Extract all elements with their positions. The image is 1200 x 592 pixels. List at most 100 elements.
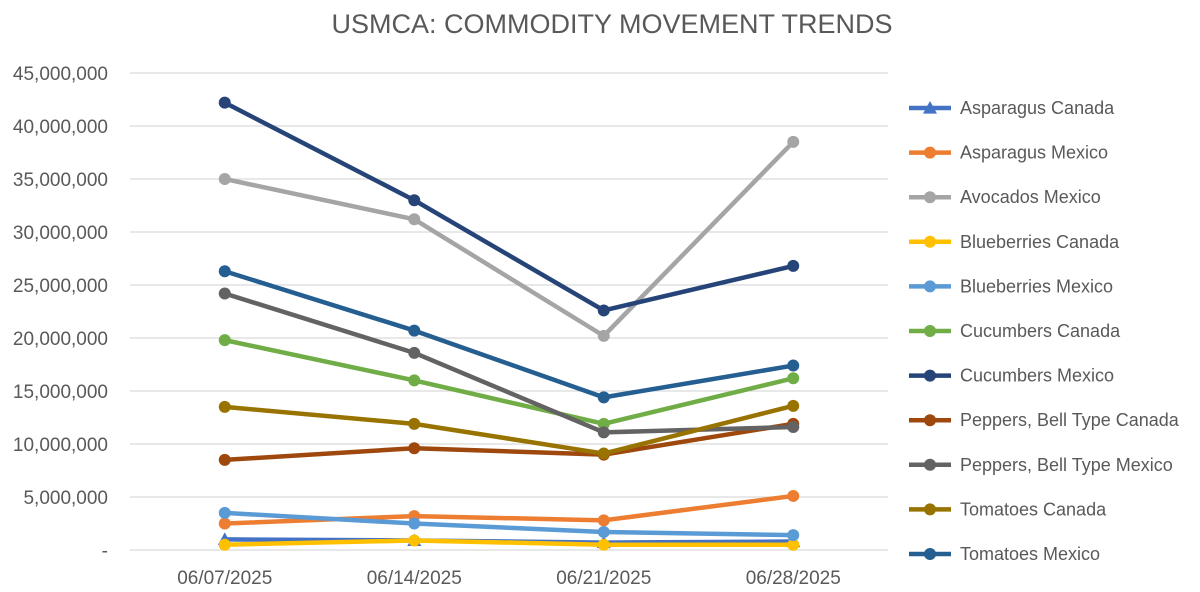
legend-item: Cucumbers Canada: [909, 321, 1121, 341]
data-point: [218, 517, 231, 530]
data-point: [408, 442, 421, 455]
legend-item: Peppers, Bell Type Mexico: [909, 455, 1173, 475]
data-point: [408, 417, 421, 430]
y-tick-label: 45,000,000: [13, 64, 108, 85]
legend-key-marker: [924, 369, 936, 382]
legend-key-marker: [924, 146, 936, 159]
series-line: [222, 510, 796, 538]
data-point: [408, 517, 421, 530]
series-2: [218, 489, 800, 530]
legend-label: Tomatoes Mexico: [960, 544, 1100, 564]
data-point: [597, 329, 610, 342]
y-tick-label: 20,000,000: [13, 329, 108, 350]
series-3: [218, 135, 800, 342]
x-tick-label: 06/28/2025: [746, 568, 841, 587]
data-point: [597, 525, 610, 538]
data-point: [597, 538, 610, 551]
data-point: [787, 489, 800, 502]
legend-item: Cucumbers Mexico: [909, 366, 1114, 386]
series-line: [222, 538, 796, 547]
legend-key-marker: [924, 235, 936, 248]
x-axis: 06/07/2025 06/14/2025 06/21/2025 06/28/2025: [177, 568, 841, 589]
y-tick-label: -: [102, 541, 108, 562]
legend-item: Blueberries Canada: [909, 232, 1120, 252]
series-5: [218, 506, 800, 542]
data-point: [787, 529, 800, 542]
legend-label: Peppers, Bell Type Canada: [960, 410, 1180, 430]
legend-key-marker: [924, 548, 936, 560]
data-point: [787, 372, 800, 385]
data-point: [218, 400, 231, 413]
data-point: [787, 259, 800, 272]
legend-item: Peppers, Bell Type Canada: [909, 410, 1180, 430]
legend-item: Tomatoes Canada: [909, 499, 1107, 519]
data-point: [597, 426, 610, 439]
data-point: [787, 399, 800, 412]
legend-label: Blueberries Canada: [960, 232, 1120, 252]
series-line: [222, 100, 796, 313]
data-point: [597, 417, 610, 430]
legend-item: Asparagus Canada: [909, 98, 1115, 118]
gridlines: [130, 72, 888, 551]
data-point: [597, 447, 610, 460]
data-point: [218, 287, 231, 300]
data-point: [787, 538, 800, 551]
legend-key-marker: [924, 191, 936, 204]
series-10: [218, 399, 800, 460]
series-line: [222, 337, 796, 427]
data-point: [408, 534, 421, 547]
legend-key-marker: [924, 280, 936, 293]
data-point: [787, 359, 800, 372]
legend-key-marker: [924, 414, 936, 427]
series-6: [218, 334, 800, 430]
legend-item: Avocados Mexico: [909, 187, 1101, 207]
data-point: [218, 173, 231, 185]
data-point: [787, 421, 800, 434]
legend-item: Asparagus Mexico: [909, 143, 1108, 163]
chart-title: USMCA: COMMODITY MOVEMENT TRENDS: [331, 9, 892, 39]
legend-key-marker: [923, 101, 937, 114]
series-line: [222, 139, 796, 339]
data-point: [408, 374, 421, 387]
data-point: [408, 213, 421, 226]
data-point: [218, 506, 231, 519]
data-point: [597, 391, 610, 404]
series-4: [218, 534, 800, 551]
legend-key-marker: [924, 503, 936, 516]
series-line: [222, 403, 796, 456]
plot-area: [217, 96, 801, 551]
legend-label: Asparagus Mexico: [960, 143, 1108, 163]
y-tick-label: 10,000,000: [13, 435, 108, 456]
y-axis: - 5,000,000 10,000,000 15,000,000 20,000,000…: [13, 64, 108, 562]
data-point: [218, 265, 231, 278]
legend-key-marker: [924, 325, 936, 337]
data-point: [597, 514, 610, 527]
legend-label: Blueberries Mexico: [960, 276, 1113, 296]
legend-label: Tomatoes Canada: [960, 499, 1107, 519]
data-point: [218, 96, 231, 109]
data-point: [218, 453, 231, 466]
data-point: [597, 304, 610, 317]
series-7: [218, 96, 800, 317]
y-tick-label: 5,000,000: [23, 488, 108, 509]
series-11: [218, 265, 800, 404]
y-tick-label: 25,000,000: [13, 276, 108, 297]
data-point: [408, 194, 421, 207]
legend-label: Avocados Mexico: [960, 187, 1101, 207]
y-tick-label: 40,000,000: [13, 117, 108, 138]
x-tick-label: 06/14/2025: [367, 568, 462, 587]
legend: Asparagus Canada Asparagus Mexico Avocados…: [909, 98, 1180, 564]
legend-label: Asparagus Canada: [960, 98, 1115, 118]
legend-label: Cucumbers Canada: [960, 321, 1121, 341]
x-tick-label: 06/07/2025: [177, 568, 272, 587]
series-line: [222, 268, 796, 400]
data-point: [218, 538, 231, 551]
series-line: [222, 421, 796, 463]
legend-label: Cucumbers Mexico: [960, 366, 1114, 386]
legend-label: Peppers, Bell Type Mexico: [960, 455, 1173, 475]
data-point: [408, 346, 421, 359]
y-tick-label: 35,000,000: [13, 170, 108, 191]
y-tick-label: 30,000,000: [13, 223, 108, 244]
